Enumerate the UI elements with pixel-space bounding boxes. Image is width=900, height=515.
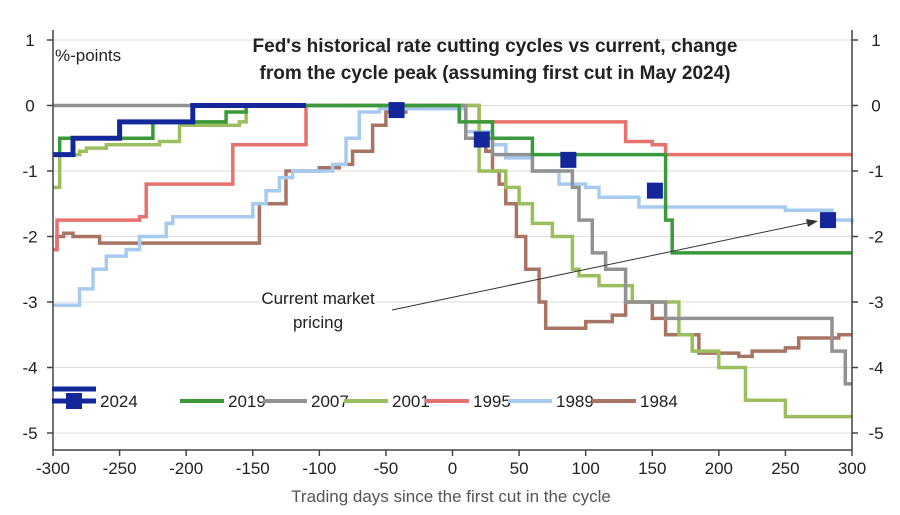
y-tick-label-right: -2 [868,228,883,247]
marker-2024 [473,131,490,148]
legend-label-2024: 2024 [100,392,138,411]
y-tick-label-right: 1 [871,31,880,50]
x-tick-label: -300 [36,459,70,478]
y-tick-label-right: 0 [871,97,880,116]
legend-label-2019: 2019 [228,392,266,411]
y-tick-label-right: -5 [868,424,883,443]
x-tick-label: -200 [169,459,203,478]
y-tick-label-left: -1 [22,162,37,181]
x-tick-label: 200 [705,459,733,478]
legend-label-1995: 1995 [473,392,511,411]
x-tick-label: 150 [638,459,666,478]
x-tick-label: 100 [571,459,599,478]
y-tick-label-left: 0 [25,97,34,116]
y-tick-label-left: -2 [22,228,37,247]
y-tick-label-left: -4 [22,359,37,378]
x-tick-label: -150 [236,459,270,478]
x-tick-label: 50 [510,459,529,478]
x-tick-label: 250 [771,459,799,478]
marker-2024 [388,102,405,119]
legend-label-2001: 2001 [392,392,430,411]
x-axis-title: Trading days since the first cut in the … [291,487,611,506]
marker-2024 [560,151,577,168]
y-tick-label-right: -1 [868,162,883,181]
series-line-2007 [53,103,852,386]
x-tick-label: 300 [838,459,866,478]
series-line-2024 [53,103,306,158]
series-line-2019 [53,103,852,255]
annotation-arrowhead [806,219,818,227]
chart-title-line-1: Fed's historical rate cutting cycles vs … [253,36,738,57]
series-line-1995 [53,103,852,252]
x-tick-labels: -300 -250 -200 -150 -100 -50 0 50 100 150 200 250 30… [36,450,866,478]
series-2024-markers [388,102,837,229]
y-tick-label-left: -5 [22,424,37,443]
y-tick-label-right: -4 [868,359,883,378]
x-tick-label: -100 [302,459,336,478]
y-tick-label-left: 1 [25,31,34,50]
x-tick-label: -50 [374,459,399,478]
chart-title-line-2: from the cycle peak (assuming first cut … [260,63,731,84]
legend-label-1984: 1984 [640,392,678,411]
marker-2024 [646,182,663,199]
gridlines [53,39,852,434]
legend: 2024 2019 2007 2001 1995 1989 1984 [52,386,678,411]
x-tick-label: 0 [448,459,457,478]
legend-marker-2024 [66,393,82,409]
marker-2024 [820,212,837,229]
series-line-2001 [53,103,852,419]
series-line-1989 [53,107,854,308]
annotation-arrow [391,221,813,311]
y-tick-label-left: -3 [22,293,37,312]
series-lines [53,103,854,419]
x-tick-label: -250 [103,459,137,478]
legend-label-2007: 2007 [311,392,349,411]
legend-label-1989: 1989 [556,392,594,411]
y-tick-label-right: -3 [868,293,883,312]
y-tick-labels: 1 1 0 0 -1 -1 -2 -2 -3 -3 -4 -4 -5 -5 [22,31,883,443]
y-unit-label: %-points [55,46,121,65]
annotation-line-2: pricing [293,313,343,332]
annotation-line-1: Current market [261,289,375,308]
